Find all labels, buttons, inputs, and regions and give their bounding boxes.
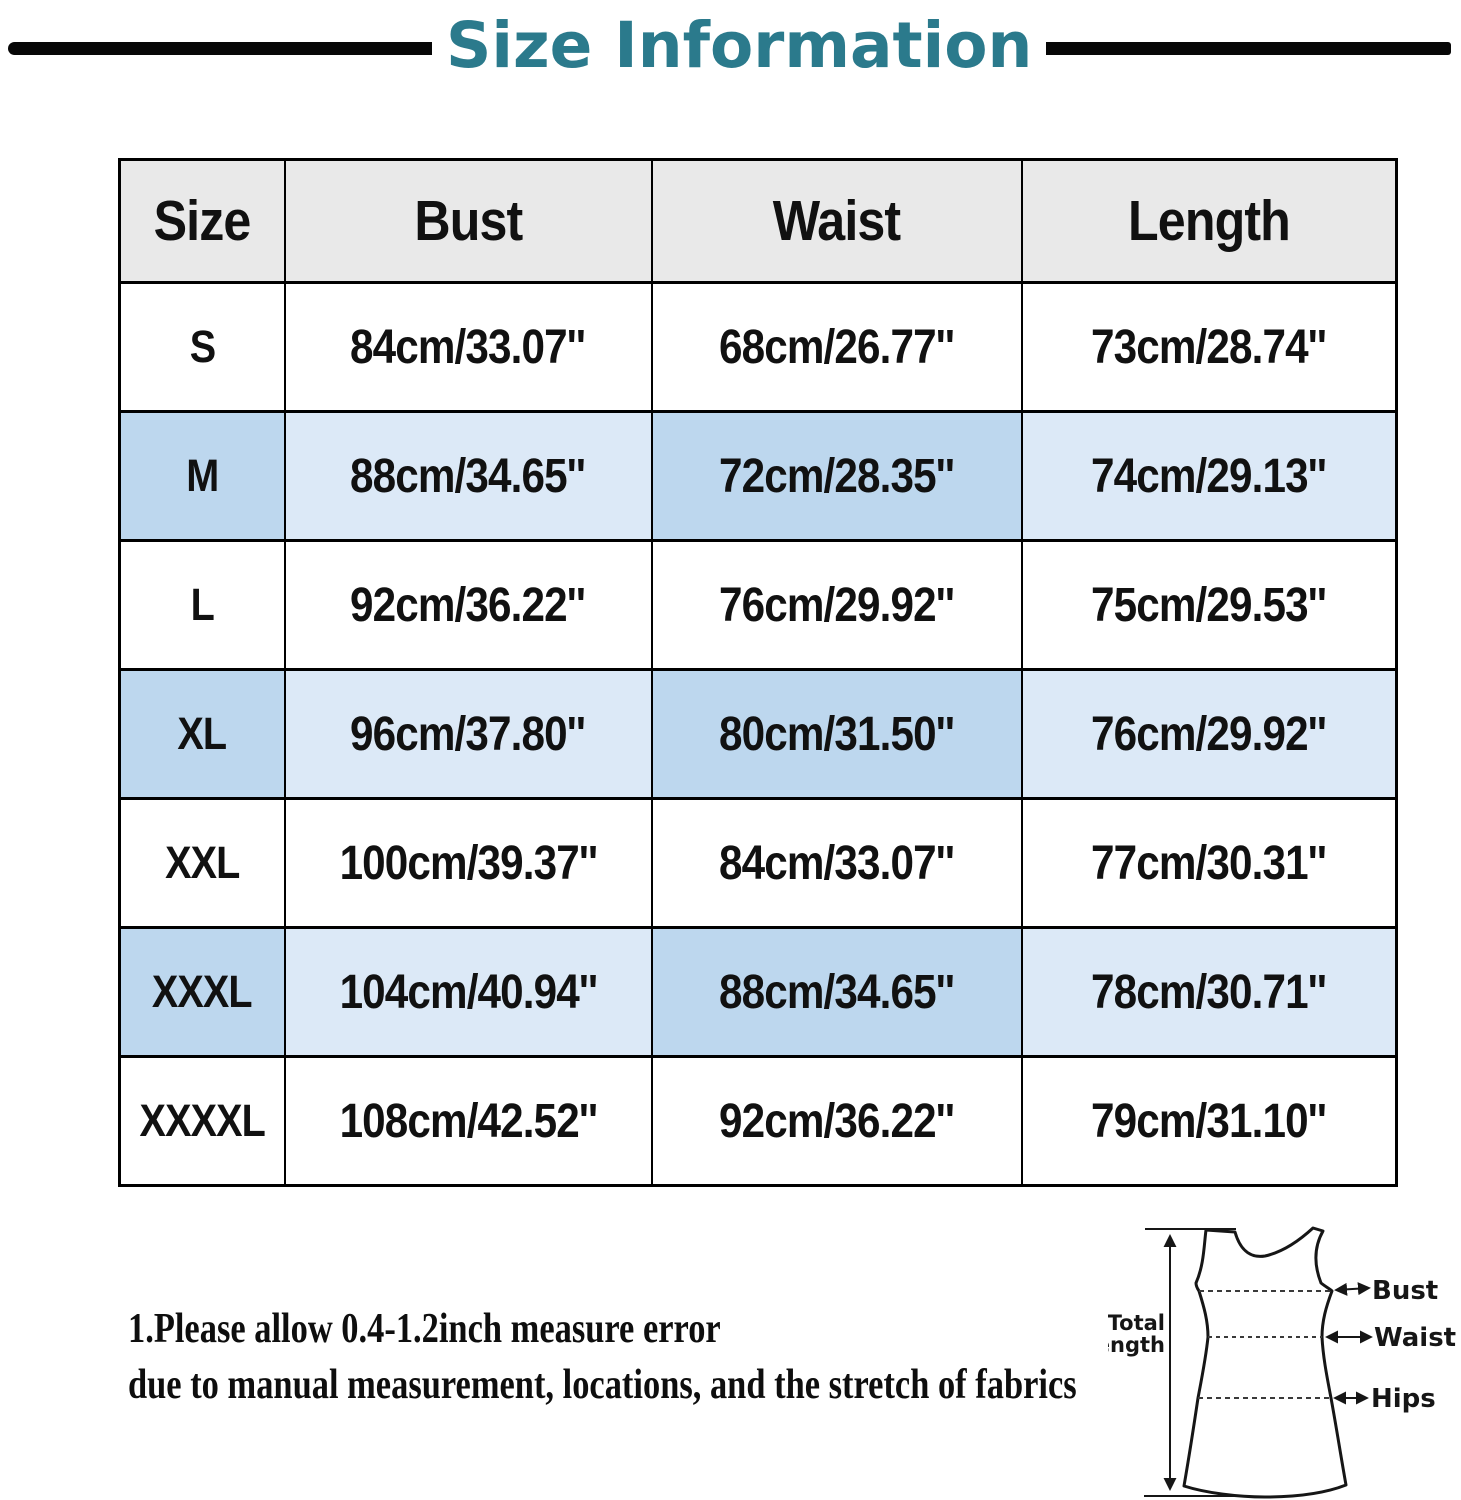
- page-title-row: Size Information: [0, 6, 1461, 90]
- length-cell: 73cm/28.74'': [1020, 281, 1398, 413]
- length-cell: 79cm/31.10'': [1020, 1055, 1398, 1187]
- total-length-label-line1: Total: [1108, 1311, 1165, 1335]
- table-row: M 88cm/34.65'' 72cm/28.35'' 74cm/29.13'': [118, 410, 1398, 542]
- waist-cell: 88cm/34.65'': [650, 926, 1023, 1058]
- length-cell: 78cm/30.71'': [1020, 926, 1398, 1058]
- length-cell: 77cm/30.31'': [1020, 797, 1398, 929]
- dress-measurement-diagram: Total Length Bust Waist Hips: [1108, 1226, 1456, 1499]
- table-row: XXL 100cm/39.37'' 84cm/33.07'' 77cm/30.3…: [118, 797, 1398, 929]
- bust-cell: 88cm/34.65'': [283, 410, 653, 542]
- waist-cell: 92cm/36.22'': [650, 1055, 1023, 1187]
- size-cell: L: [118, 539, 286, 671]
- measure-error-note-line2: due to manual measurement, locations, an…: [128, 1362, 1077, 1408]
- page-title: Size Information: [446, 8, 1033, 82]
- table-header-row: Size Bust Waist Length: [118, 158, 1398, 284]
- size-cell: S: [118, 281, 286, 413]
- bust-cell: 108cm/42.52'': [283, 1055, 653, 1187]
- waist-cell: 68cm/26.77'': [650, 281, 1023, 413]
- title-right-bar: [1046, 41, 1451, 55]
- table-row: XXXL 104cm/40.94'' 88cm/34.65'' 78cm/30.…: [118, 926, 1398, 1058]
- length-cell: 75cm/29.53'': [1020, 539, 1398, 671]
- header-bust: Bust: [283, 158, 653, 284]
- size-chart-table: Size Bust Waist Length S 84cm/33.07'' 68…: [118, 158, 1398, 1187]
- waist-label: Waist: [1374, 1323, 1456, 1353]
- size-cell: XXL: [118, 797, 286, 929]
- size-cell: M: [118, 410, 286, 542]
- size-cell: XXXXL: [118, 1055, 286, 1187]
- bust-cell: 96cm/37.80'': [283, 668, 653, 800]
- table-row: XXXXL 108cm/42.52'' 92cm/36.22'' 79cm/31…: [118, 1055, 1398, 1187]
- bust-cell: 100cm/39.37'': [283, 797, 653, 929]
- size-cell: XL: [118, 668, 286, 800]
- header-size: Size: [118, 158, 286, 284]
- length-cell: 74cm/29.13'': [1020, 410, 1398, 542]
- bust-label: Bust: [1372, 1276, 1438, 1306]
- header-length: Length: [1020, 158, 1398, 284]
- bust-cell: 104cm/40.94'': [283, 926, 653, 1058]
- table-row: L 92cm/36.22'' 76cm/29.92'' 75cm/29.53'': [118, 539, 1398, 671]
- hips-label: Hips: [1371, 1384, 1436, 1414]
- bust-cell: 84cm/33.07'': [283, 281, 653, 413]
- bust-cell: 92cm/36.22'': [283, 539, 653, 671]
- waist-cell: 80cm/31.50'': [650, 668, 1023, 800]
- header-waist: Waist: [650, 158, 1023, 284]
- length-cell: 76cm/29.92'': [1020, 668, 1398, 800]
- table-row: XL 96cm/37.80'' 80cm/31.50'' 76cm/29.92'…: [118, 668, 1398, 800]
- waist-cell: 72cm/28.35'': [650, 410, 1023, 542]
- dress-outline-illustration: [1182, 1226, 1348, 1499]
- total-length-label-line2: Length: [1108, 1333, 1165, 1357]
- bust-arrow: [1334, 1282, 1371, 1296]
- waist-cell: 76cm/29.92'': [650, 539, 1023, 671]
- measure-error-note-line1: 1.Please allow 0.4-1.2inch measure error: [128, 1306, 721, 1352]
- waist-cell: 84cm/33.07'': [650, 797, 1023, 929]
- table-row: S 84cm/33.07'' 68cm/26.77'' 73cm/28.74'': [118, 281, 1398, 413]
- title-left-bar: [8, 41, 432, 55]
- size-cell: XXXL: [118, 926, 286, 1058]
